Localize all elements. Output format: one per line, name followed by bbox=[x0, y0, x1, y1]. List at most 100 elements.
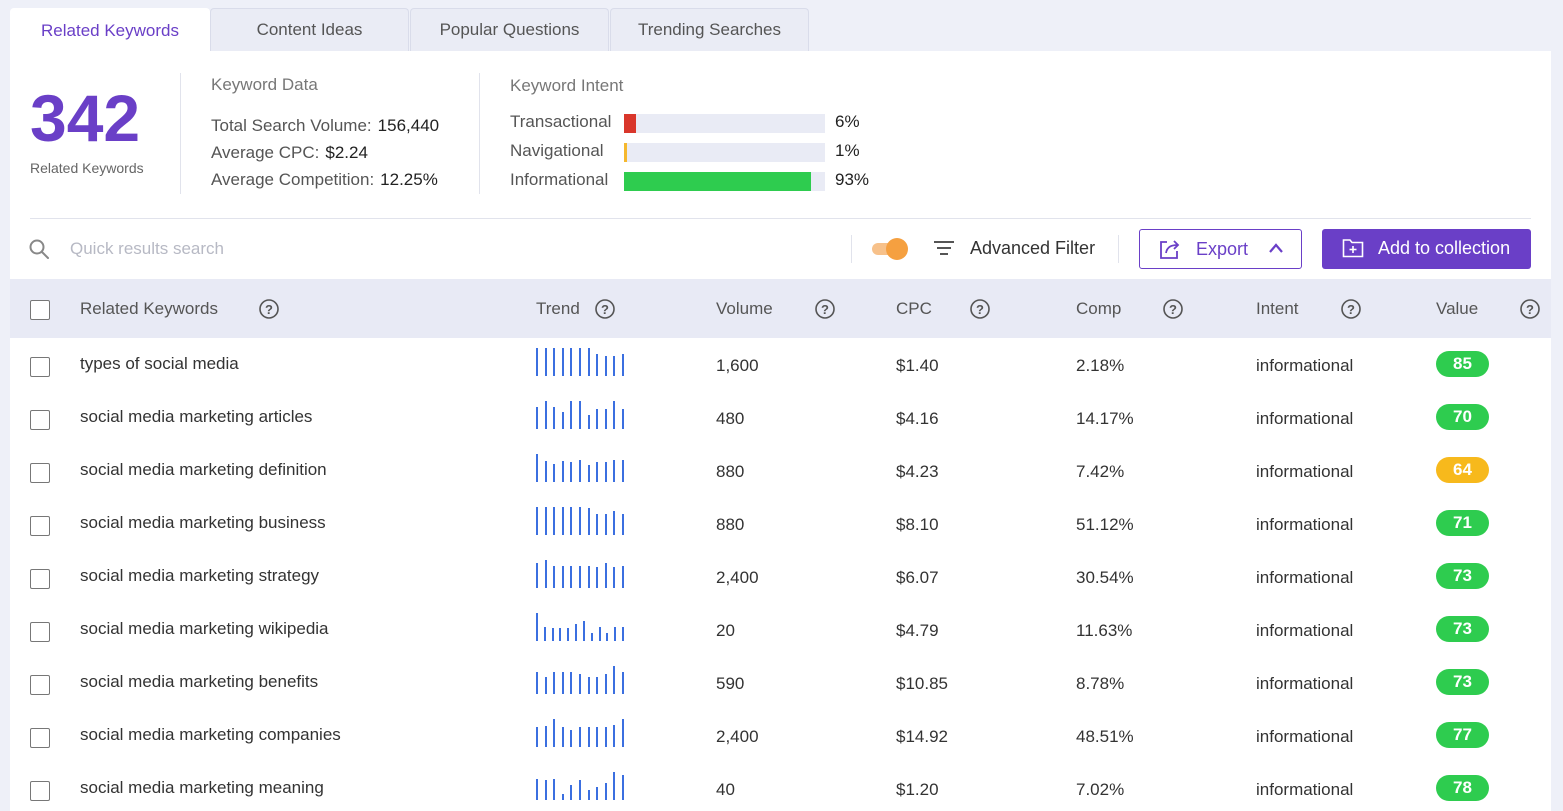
intent-cell: informational bbox=[1256, 621, 1354, 640]
intent-cell: informational bbox=[1256, 674, 1354, 693]
trend-bar bbox=[588, 677, 590, 694]
column-header-intent[interactable]: Intent bbox=[1256, 299, 1299, 318]
trend-bar bbox=[596, 677, 598, 694]
keyword-cell[interactable]: social media marketing wikipedia bbox=[80, 619, 329, 638]
row-checkbox[interactable] bbox=[30, 516, 50, 536]
trend-bar bbox=[570, 401, 572, 429]
keyword-intent-title: Keyword Intent bbox=[510, 76, 624, 95]
trend-bar bbox=[562, 507, 564, 535]
keyword-cell[interactable]: social media marketing companies bbox=[80, 725, 341, 744]
trend-bar bbox=[562, 566, 564, 588]
add-to-collection-button[interactable]: Add to collection bbox=[1322, 229, 1531, 269]
export-icon bbox=[1160, 240, 1180, 259]
trend-bar bbox=[562, 412, 564, 429]
volume-cell: 2,400 bbox=[716, 568, 759, 587]
volume-cell: 880 bbox=[716, 462, 745, 481]
value-badge: 70 bbox=[1436, 404, 1489, 430]
column-header-value[interactable]: Value bbox=[1436, 299, 1479, 318]
trend-bar bbox=[536, 779, 538, 800]
cpc-cell: $4.16 bbox=[896, 409, 939, 428]
svg-text:?: ? bbox=[976, 302, 984, 317]
trend-bar bbox=[588, 790, 590, 800]
comp-cell: 14.17% bbox=[1076, 409, 1134, 428]
tab-trending-searches[interactable]: Trending Searches bbox=[610, 8, 809, 51]
help-icon[interactable]: ? bbox=[258, 298, 280, 320]
trend-bar bbox=[596, 514, 598, 535]
trend-bar bbox=[579, 727, 581, 747]
results-toggle[interactable] bbox=[872, 238, 908, 260]
trend-bar bbox=[596, 409, 598, 429]
trend-bar bbox=[588, 348, 590, 376]
trend-bar bbox=[596, 462, 598, 482]
toggle-knob bbox=[886, 238, 908, 260]
comp-cell: 48.51% bbox=[1076, 727, 1134, 746]
help-icon[interactable]: ? bbox=[969, 298, 991, 320]
trend-bar bbox=[605, 356, 607, 376]
tab-related-keywords[interactable]: Related Keywords bbox=[10, 8, 210, 52]
help-icon[interactable]: ? bbox=[814, 298, 836, 320]
intent-cell: informational bbox=[1256, 356, 1354, 375]
table-row[interactable]: social media marketing business 880 $8.1… bbox=[10, 497, 1551, 550]
keyword-cell[interactable]: social media marketing meaning bbox=[80, 778, 324, 797]
keyword-cell[interactable]: social media marketing articles bbox=[80, 407, 313, 426]
trend-bar bbox=[536, 613, 538, 641]
trend-bar bbox=[588, 508, 590, 535]
quick-results-search-input[interactable] bbox=[70, 237, 830, 261]
table-row[interactable]: types of social media 1,600 $1.40 2.18% … bbox=[10, 338, 1551, 391]
table-row[interactable]: social media marketing benefits 590 $10.… bbox=[10, 656, 1551, 709]
table-row[interactable]: social media marketing companies 2,400 $… bbox=[10, 709, 1551, 762]
row-checkbox[interactable] bbox=[30, 622, 50, 642]
keyword-cell[interactable]: social media marketing business bbox=[80, 513, 326, 532]
export-button[interactable]: Export bbox=[1139, 229, 1302, 269]
volume-cell: 1,600 bbox=[716, 356, 759, 375]
comp-cell: 30.54% bbox=[1076, 568, 1134, 587]
keyword-cell[interactable]: types of social media bbox=[80, 354, 239, 373]
trend-bar bbox=[622, 566, 624, 588]
average-cpc-value: $2.24 bbox=[325, 143, 368, 162]
column-header-cpc[interactable]: CPC bbox=[896, 299, 932, 318]
trend-bar bbox=[570, 348, 572, 376]
add-to-collection-label: Add to collection bbox=[1378, 238, 1511, 258]
comp-cell: 2.18% bbox=[1076, 356, 1125, 375]
keyword-cell[interactable]: social media marketing benefits bbox=[80, 672, 319, 691]
tab-popular-questions[interactable]: Popular Questions bbox=[410, 8, 609, 51]
help-icon[interactable]: ? bbox=[1162, 298, 1184, 320]
keyword-cell[interactable]: social media marketing strategy bbox=[80, 566, 320, 585]
keyword-cell[interactable]: social media marketing definition bbox=[80, 460, 327, 479]
table-row[interactable]: social media marketing definition 880 $4… bbox=[10, 444, 1551, 497]
table-row[interactable]: social media marketing meaning 40 $1.20 … bbox=[10, 762, 1551, 811]
trend-bar bbox=[544, 627, 546, 641]
table-row[interactable]: social media marketing articles 480 $4.1… bbox=[10, 391, 1551, 444]
column-header-keyword[interactable]: Related Keywords bbox=[80, 299, 218, 318]
column-header-volume[interactable]: Volume bbox=[716, 299, 773, 318]
trend-bar bbox=[536, 727, 538, 747]
help-icon[interactable]: ? bbox=[1519, 298, 1541, 320]
trend-bar bbox=[553, 507, 555, 535]
toolbar-divider bbox=[851, 235, 852, 263]
trend-bar bbox=[613, 666, 615, 694]
filter-icon[interactable] bbox=[933, 239, 955, 257]
trend-sparkline bbox=[536, 454, 624, 482]
row-checkbox[interactable] bbox=[30, 357, 50, 377]
select-all-checkbox[interactable] bbox=[30, 300, 50, 320]
table-row[interactable]: social media marketing strategy 2,400 $6… bbox=[10, 550, 1551, 603]
trend-bar bbox=[605, 462, 607, 482]
row-checkbox[interactable] bbox=[30, 410, 50, 430]
row-checkbox[interactable] bbox=[30, 728, 50, 748]
table-row[interactable]: social media marketing wikipedia 20 $4.7… bbox=[10, 603, 1551, 656]
advanced-filter-button[interactable]: Advanced Filter bbox=[970, 238, 1096, 258]
total-search-volume: Total Search Volume: 156,440 bbox=[211, 116, 439, 136]
comp-cell: 51.12% bbox=[1076, 515, 1134, 534]
tab-content-ideas[interactable]: Content Ideas bbox=[210, 8, 409, 51]
help-icon[interactable]: ? bbox=[594, 298, 616, 320]
row-checkbox[interactable] bbox=[30, 675, 50, 695]
column-header-trend[interactable]: Trend bbox=[536, 299, 580, 318]
row-checkbox[interactable] bbox=[30, 463, 50, 483]
trend-bar bbox=[552, 628, 554, 641]
help-icon[interactable]: ? bbox=[1340, 298, 1362, 320]
column-header-comp[interactable]: Comp bbox=[1076, 299, 1122, 318]
trend-bar bbox=[605, 409, 607, 429]
trend-bar bbox=[553, 464, 555, 482]
row-checkbox[interactable] bbox=[30, 569, 50, 589]
row-checkbox[interactable] bbox=[30, 781, 50, 801]
